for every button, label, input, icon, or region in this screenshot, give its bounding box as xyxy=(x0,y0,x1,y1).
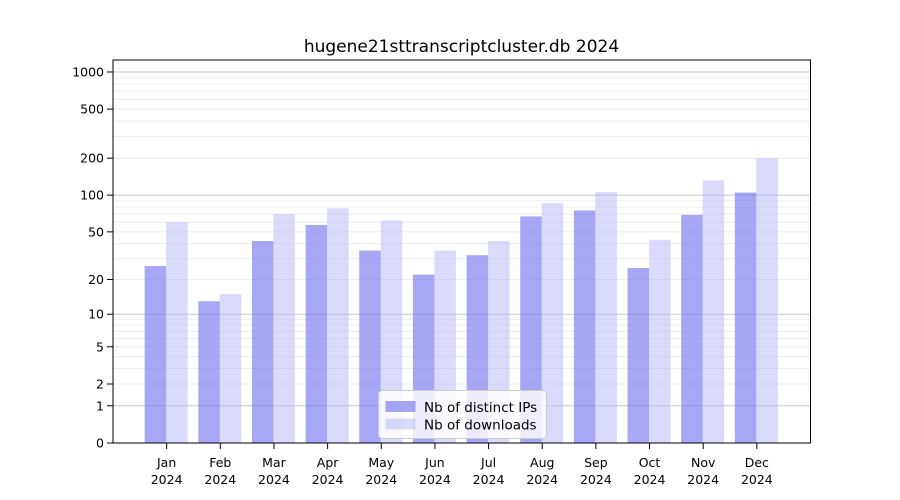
y-tick-label-1000: 1000 xyxy=(72,64,104,79)
x-tick-label-year-apr: 2024 xyxy=(312,472,344,487)
bar-downloads-feb-2024 xyxy=(219,294,242,443)
plot-border xyxy=(112,59,811,444)
x-tick-label-year-jun: 2024 xyxy=(419,472,451,487)
x-tick-label-month-jul: Jul xyxy=(480,455,496,470)
x-tick-label-month-jan: Jan xyxy=(156,455,176,470)
y-tick-label-200: 200 xyxy=(80,151,104,166)
x-tick-label-year-may: 2024 xyxy=(365,472,397,487)
y-tick-label-500: 500 xyxy=(80,102,104,117)
x-tick-label-year-sep: 2024 xyxy=(580,472,612,487)
bar-distinct-ips-feb-2024 xyxy=(198,301,220,443)
x-tick-label-month-mar: Mar xyxy=(262,455,286,470)
chart-title: hugene21sttranscriptcluster.db 2024 xyxy=(304,37,619,57)
x-tick-label-month-feb: Feb xyxy=(209,455,231,470)
bar-distinct-ips-dec-2024 xyxy=(734,192,757,443)
x-tick-label-month-jun: Jun xyxy=(424,455,445,470)
x-tick-label-year-aug: 2024 xyxy=(526,472,558,487)
axes-layer: 10005002001005020105210Jan2024Feb2024Mar… xyxy=(72,64,773,487)
x-tick-label-year-jan: 2024 xyxy=(151,472,183,487)
bar-distinct-ips-jan-2024 xyxy=(144,266,167,443)
legend-swatch-distinct-ips xyxy=(385,401,416,412)
bar-downloads-sep-2024 xyxy=(595,192,617,443)
bars-layer xyxy=(144,158,778,443)
bar-downloads-oct-2024 xyxy=(649,239,671,443)
bar-downloads-apr-2024 xyxy=(327,208,349,443)
bar-downloads-jan-2024 xyxy=(166,222,188,443)
x-tick-label-month-dec: Dec xyxy=(745,455,769,470)
legend-label-downloads: Nb of downloads xyxy=(424,418,537,434)
y-tick-label-10: 10 xyxy=(88,307,104,322)
y-tick-label-50: 50 xyxy=(88,224,104,239)
bar-downloads-aug-2024 xyxy=(541,203,564,443)
legend-swatch-downloads xyxy=(385,418,416,430)
y-tick-label-100: 100 xyxy=(80,188,104,203)
y-tick-label-20: 20 xyxy=(88,272,104,287)
x-tick-label-month-oct: Oct xyxy=(639,455,661,470)
bar-distinct-ips-may-2024 xyxy=(359,250,381,443)
bar-distinct-ips-aug-2024 xyxy=(520,216,542,443)
x-tick-label-month-nov: Nov xyxy=(691,455,716,470)
bar-downloads-dec-2024 xyxy=(756,158,778,443)
x-tick-label-month-apr: Apr xyxy=(317,455,339,470)
bar-distinct-ips-apr-2024 xyxy=(305,224,328,443)
legend-label-distinct-ips: Nb of distinct IPs xyxy=(424,400,537,416)
x-tick-label-month-aug: Aug xyxy=(530,455,554,470)
x-tick-label-year-jul: 2024 xyxy=(473,472,505,487)
y-tick-label-5: 5 xyxy=(96,339,104,354)
x-tick-label-year-mar: 2024 xyxy=(258,472,290,487)
x-tick-label-year-feb: 2024 xyxy=(204,472,236,487)
x-tick-label-month-sep: Sep xyxy=(584,455,608,470)
bar-distinct-ips-nov-2024 xyxy=(681,214,703,443)
bar-distinct-ips-oct-2024 xyxy=(627,268,650,443)
y-tick-label-0: 0 xyxy=(96,436,104,451)
y-tick-label-2: 2 xyxy=(96,377,104,392)
y-tick-label-1: 1 xyxy=(96,398,104,413)
x-tick-label-year-nov: 2024 xyxy=(687,472,719,487)
legend: Nb of distinct IPs Nb of downloads xyxy=(378,390,547,439)
bar-downloads-nov-2024 xyxy=(702,180,725,443)
x-tick-label-month-may: May xyxy=(368,455,394,470)
bar-downloads-mar-2024 xyxy=(273,214,295,443)
bar-downloads-may-2024 xyxy=(380,220,403,443)
legend-box xyxy=(378,390,547,439)
x-tick-label-year-dec: 2024 xyxy=(741,472,773,487)
bar-distinct-ips-mar-2024 xyxy=(251,241,274,443)
x-tick-label-year-oct: 2024 xyxy=(634,472,666,487)
bar-distinct-ips-sep-2024 xyxy=(573,210,596,443)
